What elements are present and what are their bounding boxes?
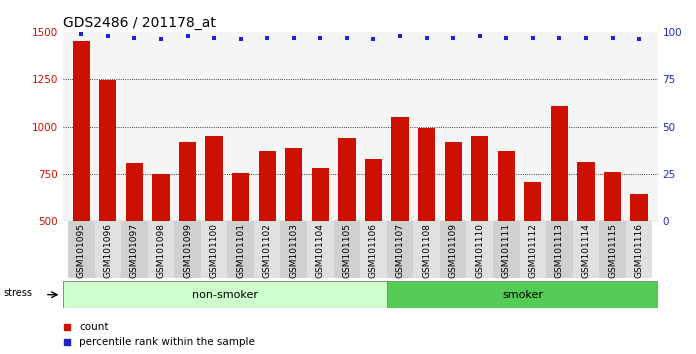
Bar	[179, 142, 196, 221]
Point	[129, 35, 140, 40]
Point	[448, 35, 459, 40]
Bar	[631, 194, 648, 221]
Bar	[391, 117, 409, 221]
Text: non-smoker: non-smoker	[192, 290, 258, 300]
Bar	[361, 221, 387, 278]
Point	[304, 241, 315, 247]
Point	[76, 31, 87, 36]
Point	[554, 35, 565, 40]
Bar	[280, 221, 307, 278]
Text: GSM101099: GSM101099	[183, 223, 192, 278]
Bar	[307, 221, 333, 278]
Point	[315, 35, 326, 40]
Bar	[333, 221, 361, 278]
Bar	[72, 41, 90, 221]
Bar	[387, 281, 658, 308]
Point	[155, 36, 166, 42]
Text: GSM101110: GSM101110	[475, 223, 484, 278]
Text: GSM101116: GSM101116	[635, 223, 644, 278]
Bar	[471, 136, 489, 221]
Bar	[626, 221, 652, 278]
Point	[288, 35, 299, 40]
Point	[421, 35, 432, 40]
Bar	[205, 136, 223, 221]
Bar	[148, 221, 174, 278]
Bar	[551, 106, 568, 221]
Text: GSM101113: GSM101113	[555, 223, 564, 278]
Bar	[63, 281, 387, 308]
Text: GSM101100: GSM101100	[209, 223, 219, 278]
Text: GSM101097: GSM101097	[130, 223, 139, 278]
Text: GSM101095: GSM101095	[77, 223, 86, 278]
Text: GSM101096: GSM101096	[103, 223, 112, 278]
Bar	[493, 221, 520, 278]
Bar	[254, 221, 280, 278]
Bar	[418, 129, 435, 221]
Text: GSM101105: GSM101105	[342, 223, 351, 278]
Text: GSM101106: GSM101106	[369, 223, 378, 278]
Bar	[546, 221, 573, 278]
Bar	[126, 162, 143, 221]
Bar	[498, 151, 515, 221]
Text: smoker: smoker	[502, 290, 543, 300]
Bar	[174, 221, 200, 278]
Bar	[413, 221, 440, 278]
Text: percentile rank within the sample: percentile rank within the sample	[79, 337, 255, 348]
Text: GSM101103: GSM101103	[290, 223, 299, 278]
Point	[102, 33, 113, 39]
Point	[633, 36, 644, 42]
Bar	[259, 151, 276, 221]
Point	[262, 35, 273, 40]
Bar	[68, 221, 95, 278]
Text: GSM101102: GSM101102	[262, 223, 271, 278]
Bar	[604, 172, 622, 221]
Point	[182, 33, 193, 39]
Bar	[520, 221, 546, 278]
Bar	[152, 174, 170, 221]
Bar	[524, 182, 541, 221]
Point	[304, 100, 315, 105]
Text: GSM101108: GSM101108	[422, 223, 431, 278]
Bar	[578, 161, 594, 221]
Point	[341, 35, 352, 40]
Bar	[312, 168, 329, 221]
Bar	[338, 138, 356, 221]
Point	[395, 33, 406, 39]
Bar	[365, 159, 382, 221]
Bar	[200, 221, 228, 278]
Bar	[228, 221, 254, 278]
Bar	[440, 221, 466, 278]
Bar	[573, 221, 599, 278]
Text: GSM101104: GSM101104	[316, 223, 325, 278]
Point	[209, 35, 220, 40]
Text: GSM101115: GSM101115	[608, 223, 617, 278]
Point	[235, 36, 246, 42]
Text: GSM101112: GSM101112	[528, 223, 537, 278]
Bar	[232, 173, 249, 221]
Point	[528, 35, 539, 40]
Text: GSM101109: GSM101109	[449, 223, 458, 278]
Bar	[599, 221, 626, 278]
Bar	[466, 221, 493, 278]
Point	[474, 33, 485, 39]
Point	[368, 36, 379, 42]
Bar	[121, 221, 148, 278]
Text: GSM101098: GSM101098	[157, 223, 166, 278]
Point	[580, 35, 592, 40]
Text: GSM101111: GSM101111	[502, 223, 511, 278]
Bar	[445, 142, 461, 221]
Bar	[99, 80, 116, 221]
Bar	[285, 148, 302, 221]
Text: GSM101114: GSM101114	[581, 223, 590, 278]
Text: count: count	[79, 322, 109, 332]
Point	[500, 35, 512, 40]
Bar	[387, 221, 413, 278]
Text: stress: stress	[3, 289, 33, 298]
Text: GSM101101: GSM101101	[236, 223, 245, 278]
Text: GDS2486 / 201178_at: GDS2486 / 201178_at	[63, 16, 216, 30]
Bar	[95, 221, 121, 278]
Point	[607, 35, 618, 40]
Text: GSM101107: GSM101107	[395, 223, 404, 278]
